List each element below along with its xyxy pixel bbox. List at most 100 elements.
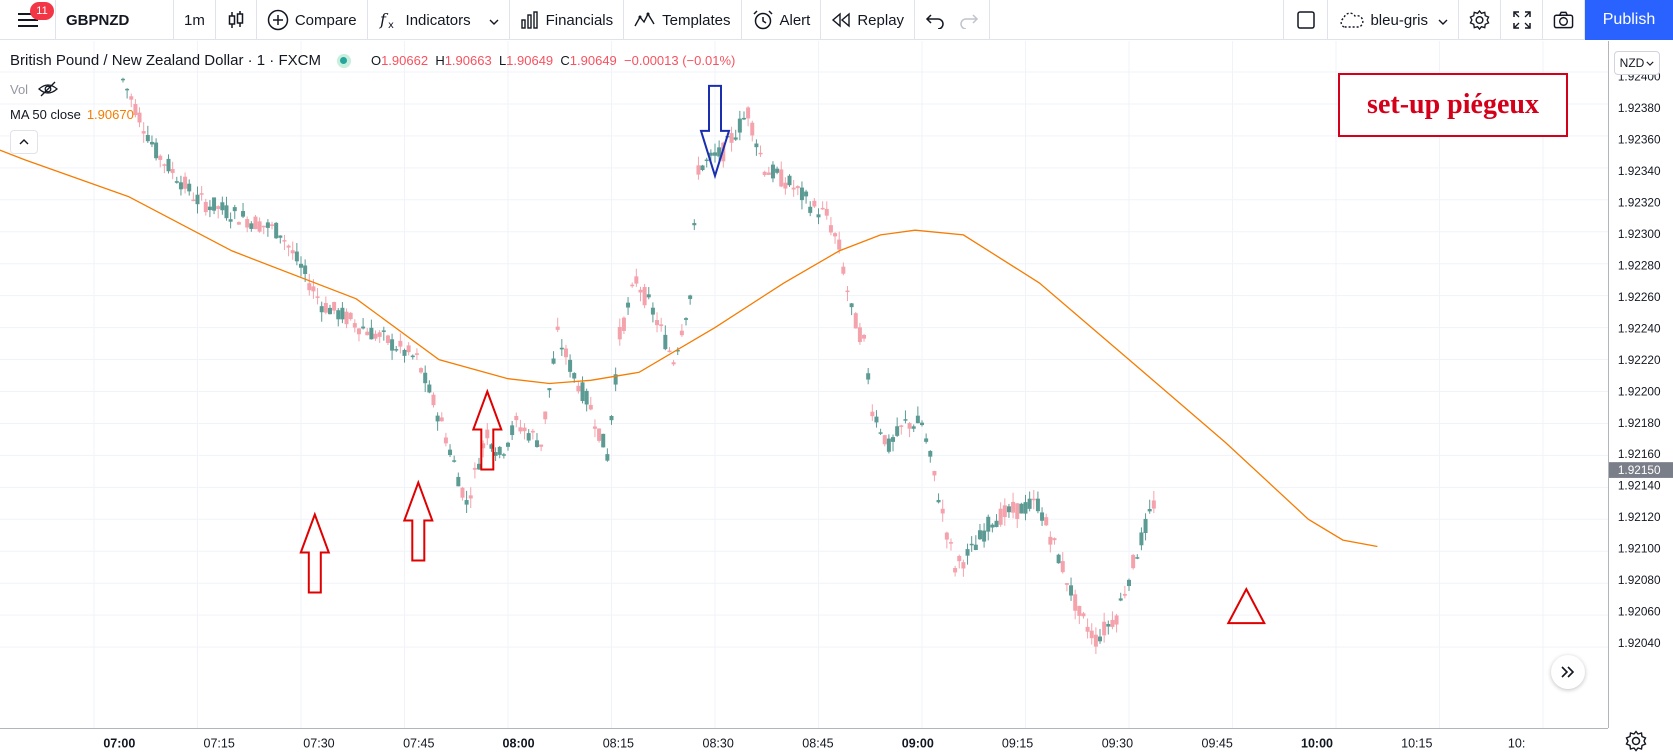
templates-icon bbox=[634, 12, 655, 27]
candle-body bbox=[245, 219, 250, 228]
candle-body bbox=[920, 422, 924, 426]
candle-body bbox=[853, 313, 858, 329]
candle-body bbox=[737, 118, 742, 133]
red-triangle[interactable] bbox=[1226, 587, 1266, 625]
candle-body bbox=[804, 191, 809, 197]
compare-button[interactable]: Compare bbox=[257, 0, 368, 40]
candle-body bbox=[775, 168, 780, 173]
time-tick-label: 08:00 bbox=[503, 736, 535, 750]
candle-body bbox=[228, 219, 233, 222]
templates-button[interactable]: Templates bbox=[624, 0, 742, 40]
candle-body bbox=[257, 221, 262, 232]
candle-body bbox=[493, 452, 498, 456]
currency-button[interactable]: NZD bbox=[1614, 51, 1660, 75]
candle-body bbox=[543, 411, 548, 420]
layout-name-button[interactable]: bleu-gris bbox=[1328, 0, 1459, 40]
red-arrow-up[interactable] bbox=[299, 511, 331, 594]
chevron-down-icon bbox=[1438, 12, 1448, 29]
candle-body bbox=[1089, 630, 1094, 639]
bar-chart-icon bbox=[520, 11, 538, 29]
candle-body bbox=[423, 372, 428, 384]
annotation-text-box[interactable]: set-up piégeux bbox=[1338, 73, 1568, 137]
time-axis[interactable]: 07:00 07:15 07:30 07:45 08:00 08:15 08:30 08:45… bbox=[0, 728, 1608, 756]
fullscreen-button[interactable] bbox=[1501, 0, 1543, 40]
candle-body bbox=[667, 350, 672, 353]
instrument-title[interactable]: British Pound / New Zealand Dollar · 1 ·… bbox=[10, 52, 321, 69]
price-chart[interactable] bbox=[0, 41, 1608, 728]
candle-body bbox=[1027, 498, 1032, 509]
square-icon bbox=[1297, 11, 1315, 29]
financials-button[interactable]: Financials bbox=[510, 0, 625, 40]
market-status-icon[interactable] bbox=[336, 53, 351, 68]
candle-body bbox=[133, 103, 138, 116]
candle-body bbox=[903, 419, 908, 421]
main-menu-button[interactable]: 11 bbox=[0, 0, 56, 40]
vol-label[interactable]: Vol bbox=[10, 81, 29, 97]
candle-body bbox=[783, 182, 788, 189]
red-arrow-up[interactable] bbox=[402, 479, 434, 562]
candle-body bbox=[448, 449, 453, 456]
candle-body bbox=[895, 426, 900, 436]
chevron-down-icon[interactable] bbox=[489, 12, 499, 29]
candle-body bbox=[750, 122, 755, 136]
candle-body bbox=[634, 276, 639, 284]
candle-body bbox=[655, 320, 660, 326]
replay-button[interactable]: Replay bbox=[821, 0, 916, 40]
blue-arrow-down[interactable] bbox=[699, 84, 731, 180]
candle-body bbox=[1135, 557, 1140, 559]
candle-body bbox=[911, 426, 916, 429]
candle-body bbox=[187, 183, 192, 192]
candle-body bbox=[236, 222, 241, 225]
candle-body bbox=[973, 544, 978, 551]
candle-body bbox=[195, 194, 200, 205]
candle-body bbox=[886, 438, 891, 452]
gear-icon[interactable] bbox=[1625, 730, 1647, 752]
candle-body bbox=[410, 355, 415, 358]
red-arrow-up[interactable] bbox=[471, 388, 503, 471]
redo-icon[interactable] bbox=[957, 11, 979, 29]
publish-button[interactable]: Publish bbox=[1585, 0, 1673, 40]
ma-legend[interactable]: MA 50 close 1.90670 bbox=[10, 107, 134, 122]
undo-icon[interactable] bbox=[925, 11, 947, 29]
candle-body bbox=[394, 349, 399, 351]
candles-icon bbox=[228, 11, 244, 28]
price-axis[interactable]: 1.924001.923801.923601.923401.923201.923… bbox=[1608, 41, 1673, 728]
candle-body bbox=[497, 446, 502, 455]
candle-body bbox=[758, 152, 763, 155]
candle-body bbox=[828, 225, 833, 233]
interval-button[interactable]: 1m bbox=[174, 0, 216, 40]
candle-body bbox=[696, 165, 701, 175]
candle-body bbox=[688, 295, 693, 299]
candle-body bbox=[638, 289, 643, 293]
candle-body bbox=[522, 427, 527, 432]
chart-type-button[interactable] bbox=[216, 0, 257, 40]
candle-body bbox=[816, 214, 821, 218]
candle-body bbox=[671, 362, 676, 365]
snapshot-button[interactable] bbox=[1543, 0, 1585, 40]
candle-body bbox=[145, 134, 150, 142]
price-tick-label: 1.92080 bbox=[1618, 573, 1661, 587]
candle-body bbox=[899, 425, 904, 427]
candle-body bbox=[770, 164, 775, 179]
settings-button[interactable] bbox=[1459, 0, 1501, 40]
layout-select-button[interactable] bbox=[1284, 0, 1329, 40]
price-tick-label: 1.92060 bbox=[1618, 605, 1661, 619]
candle-body bbox=[932, 471, 937, 476]
candle-body bbox=[472, 467, 477, 470]
candle-body bbox=[381, 330, 386, 332]
scroll-to-realtime-button[interactable] bbox=[1551, 655, 1585, 689]
candle-body bbox=[787, 175, 792, 186]
candle-body bbox=[356, 328, 361, 335]
eye-off-icon[interactable] bbox=[38, 81, 59, 97]
candle-body bbox=[675, 349, 680, 352]
candle-body bbox=[154, 142, 159, 159]
alert-button[interactable]: Alert bbox=[742, 0, 822, 40]
price-tick-label: 1.92220 bbox=[1618, 353, 1661, 367]
collapse-legend-button[interactable] bbox=[10, 130, 38, 154]
symbol-search-button[interactable]: GBPNZD bbox=[56, 0, 174, 40]
price-tick-label: 1.92140 bbox=[1618, 479, 1661, 493]
candle-body bbox=[481, 443, 486, 449]
gear-icon bbox=[1469, 9, 1490, 31]
candle-body bbox=[646, 294, 651, 298]
